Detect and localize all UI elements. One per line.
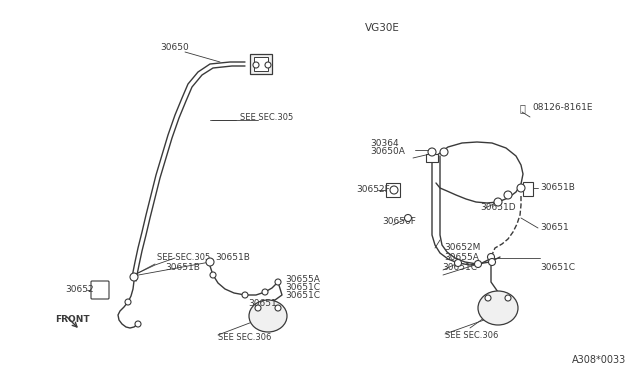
Circle shape (488, 253, 495, 260)
Text: 30651C: 30651C (285, 291, 320, 299)
Circle shape (275, 305, 281, 311)
Circle shape (242, 292, 248, 298)
Circle shape (265, 62, 271, 68)
Circle shape (488, 259, 495, 266)
Text: VG30E: VG30E (365, 23, 400, 33)
Circle shape (504, 191, 512, 199)
Ellipse shape (478, 291, 518, 325)
Circle shape (454, 260, 461, 266)
Circle shape (275, 279, 281, 285)
Circle shape (125, 299, 131, 305)
Circle shape (255, 305, 261, 311)
Ellipse shape (249, 300, 287, 332)
Circle shape (440, 148, 448, 156)
Text: 30652M: 30652M (444, 244, 481, 253)
Text: 30651C: 30651C (540, 263, 575, 273)
Text: 30651: 30651 (248, 299, 276, 308)
Text: 30650A: 30650A (370, 148, 405, 157)
Circle shape (210, 272, 216, 278)
Circle shape (474, 260, 481, 267)
Circle shape (390, 186, 398, 194)
Text: 30651B: 30651B (540, 183, 575, 192)
Text: 30651B: 30651B (215, 253, 250, 263)
Circle shape (485, 295, 491, 301)
Text: 30651B: 30651B (165, 263, 200, 272)
Text: 30652F: 30652F (356, 186, 390, 195)
Text: 30651D: 30651D (480, 203, 516, 212)
Circle shape (262, 289, 268, 295)
Text: SEE SEC.306: SEE SEC.306 (218, 333, 271, 341)
Text: 30651: 30651 (540, 224, 569, 232)
Text: 30650: 30650 (161, 44, 189, 52)
Text: SEE SEC.305: SEE SEC.305 (157, 253, 211, 263)
Text: FRONT: FRONT (55, 315, 90, 324)
Text: 08126-8161E: 08126-8161E (532, 103, 593, 112)
Bar (523, 182, 533, 196)
Circle shape (253, 62, 259, 68)
Circle shape (206, 258, 214, 266)
Circle shape (517, 184, 525, 192)
Circle shape (505, 295, 511, 301)
Circle shape (135, 321, 141, 327)
Text: SEE SEC.305: SEE SEC.305 (240, 113, 293, 122)
Circle shape (428, 148, 436, 156)
Text: 30651C: 30651C (285, 282, 320, 292)
Text: 30652: 30652 (65, 285, 93, 295)
Bar (386, 183, 400, 197)
Circle shape (404, 215, 412, 221)
Text: Ⓡ: Ⓡ (520, 103, 526, 113)
Text: 30651C: 30651C (442, 263, 477, 273)
Circle shape (494, 198, 502, 206)
Circle shape (130, 273, 138, 281)
Text: 30364: 30364 (370, 140, 399, 148)
Text: SEE SEC.306: SEE SEC.306 (445, 331, 499, 340)
Bar (254, 57, 268, 71)
Text: A308*0033: A308*0033 (572, 355, 627, 365)
FancyBboxPatch shape (91, 281, 109, 299)
Bar (426, 154, 438, 162)
Text: 30650F: 30650F (382, 218, 416, 227)
Text: 30655A: 30655A (285, 275, 320, 283)
Text: 30655A: 30655A (444, 253, 479, 263)
Bar (250, 54, 272, 74)
